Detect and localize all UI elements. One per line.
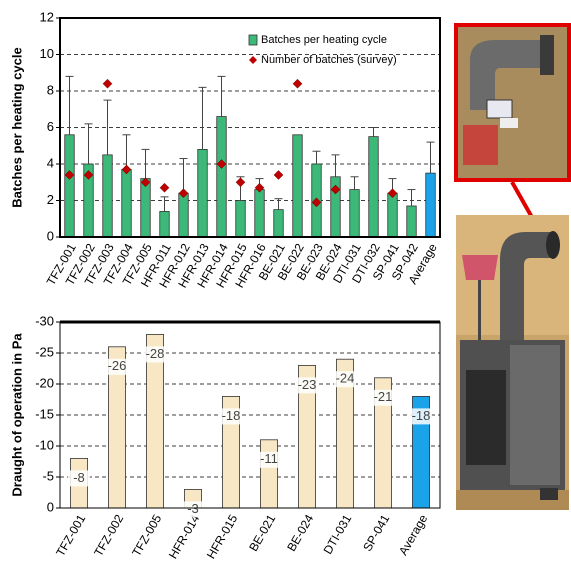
- y-tick-label: -10: [35, 437, 54, 452]
- data-label: -18: [412, 408, 431, 423]
- bar: [179, 193, 189, 237]
- y-tick-label: -15: [35, 406, 54, 421]
- x-tick-label: BE-021: [246, 512, 278, 554]
- x-tick-label: TFZ-005: [129, 512, 164, 559]
- y-tick-label: -25: [35, 344, 54, 359]
- y-axis-label: Draught of operation in Pa: [9, 333, 24, 497]
- y-tick-label: 2: [47, 192, 54, 207]
- bar: [141, 179, 151, 237]
- x-tick-label: HFR-015: [204, 512, 241, 561]
- bar: [255, 190, 265, 237]
- bar: [65, 135, 75, 237]
- bar: [369, 137, 379, 237]
- y-tick-label: 6: [47, 119, 54, 134]
- x-tick-label: HFR-014: [166, 512, 203, 561]
- data-label: -26: [108, 358, 127, 373]
- data-label: -18: [222, 408, 241, 423]
- legend-label: Batches per heating cycle: [261, 34, 387, 46]
- bar: [122, 169, 132, 237]
- data-label: -23: [298, 377, 317, 392]
- x-tick-label: Average: [396, 512, 431, 558]
- legend-label: Number of batches (survey): [261, 54, 397, 66]
- bar: [388, 193, 398, 237]
- y-tick-label: 8: [47, 82, 54, 97]
- y-tick-label: 12: [40, 9, 54, 24]
- bar: [103, 155, 113, 237]
- data-label: -11: [260, 451, 278, 466]
- bar: [217, 117, 227, 237]
- bar: [274, 210, 284, 237]
- photo-measurement: [456, 25, 569, 180]
- bar: [260, 440, 277, 508]
- bar: [160, 211, 170, 237]
- data-label: -28: [146, 346, 165, 361]
- y-tick-label: 10: [40, 46, 54, 61]
- x-tick-label: TFZ-001: [53, 512, 88, 559]
- x-tick-label: DTI-031: [321, 512, 355, 557]
- figure: 0 2 4 6 8 10 12 Batches per heating cycle TFZ-00…: [0, 0, 571, 562]
- bar: [293, 135, 303, 237]
- bar: [236, 201, 246, 238]
- y-tick-label: 0: [47, 499, 54, 514]
- x-tick-label: BE-024: [284, 512, 316, 554]
- y-tick-label: 4: [47, 155, 54, 170]
- y-tick-label: 0: [47, 228, 54, 243]
- data-label: -21: [374, 389, 393, 404]
- y-tick-label: -20: [35, 375, 54, 390]
- bar: [426, 173, 436, 237]
- bar: [350, 190, 360, 237]
- photo-stove: [456, 215, 569, 510]
- x-tick-label: TFZ-002: [91, 512, 126, 559]
- y-tick-label: -30: [35, 313, 54, 328]
- y-tick-label: -5: [42, 468, 54, 483]
- data-label: -8: [73, 470, 85, 485]
- legend-swatch: [249, 35, 257, 45]
- data-label: -24: [336, 371, 355, 386]
- x-tick-label: SP-041: [360, 512, 392, 554]
- bar: [407, 206, 417, 237]
- y-axis-label: Batches per heating cycle: [9, 47, 24, 207]
- bar: [198, 149, 208, 237]
